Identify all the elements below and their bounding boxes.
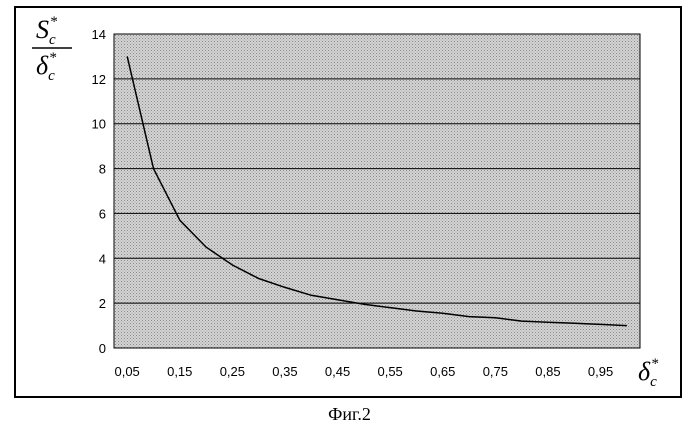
y-tick-label: 4 bbox=[99, 251, 106, 266]
y-tick-label: 0 bbox=[99, 341, 106, 356]
y-axis-label: Sc * δc * bbox=[32, 14, 72, 84]
svg-text:δc*: δc * bbox=[638, 356, 659, 390]
y-label-num-symbol: S bbox=[36, 15, 49, 44]
x-tick-label: 0,05 bbox=[114, 364, 139, 379]
plot-area bbox=[114, 34, 640, 348]
x-tick-label: 0,75 bbox=[483, 364, 508, 379]
x-tick-label: 0,55 bbox=[377, 364, 402, 379]
x-label-sub: c bbox=[650, 374, 657, 390]
x-tick-label: 0,95 bbox=[588, 364, 613, 379]
y-tick-label: 12 bbox=[92, 72, 106, 87]
y-label-num-sub: c bbox=[49, 32, 56, 48]
x-label-sup: * bbox=[651, 356, 659, 372]
y-label-num-sup: * bbox=[50, 14, 58, 30]
x-tick-labels: 0,05 0,15 0,25 0,35 0,45 0,55 0,65 0,75 0,85 0,95 bbox=[114, 364, 613, 379]
x-tick-label: 0,25 bbox=[220, 364, 245, 379]
y-label-den-sup: * bbox=[49, 50, 57, 66]
x-tick-label: 0,85 bbox=[535, 364, 560, 379]
y-tick-labels: 0 2 4 6 8 10 12 14 bbox=[92, 27, 106, 356]
svg-text:δc*: δc * bbox=[36, 50, 57, 84]
line-chart: 0 2 4 6 8 10 12 14 0,05 0,15 0,25 0,35 0,45 0,55 0,65… bbox=[16, 8, 680, 396]
y-tick-label: 8 bbox=[99, 162, 106, 177]
svg-text:Sc*: Sc * bbox=[36, 14, 58, 48]
figure-caption: Фиг.2 bbox=[0, 404, 699, 425]
x-label-symbol: δ bbox=[638, 357, 651, 386]
y-label-den-symbol: δ bbox=[36, 51, 49, 80]
x-tick-label: 0,45 bbox=[325, 364, 350, 379]
x-tick-label: 0,65 bbox=[430, 364, 455, 379]
y-tick-label: 14 bbox=[92, 27, 106, 42]
y-label-den-sub: c bbox=[48, 68, 55, 84]
x-tick-label: 0,35 bbox=[272, 364, 297, 379]
y-tick-label: 2 bbox=[99, 296, 106, 311]
x-tick-label: 0,15 bbox=[167, 364, 192, 379]
x-axis-label: δc * bbox=[638, 356, 659, 390]
chart-frame: 0 2 4 6 8 10 12 14 0,05 0,15 0,25 0,35 0,45 0,55 0,65… bbox=[14, 6, 682, 398]
y-tick-label: 10 bbox=[92, 117, 106, 132]
y-tick-label: 6 bbox=[99, 206, 106, 221]
